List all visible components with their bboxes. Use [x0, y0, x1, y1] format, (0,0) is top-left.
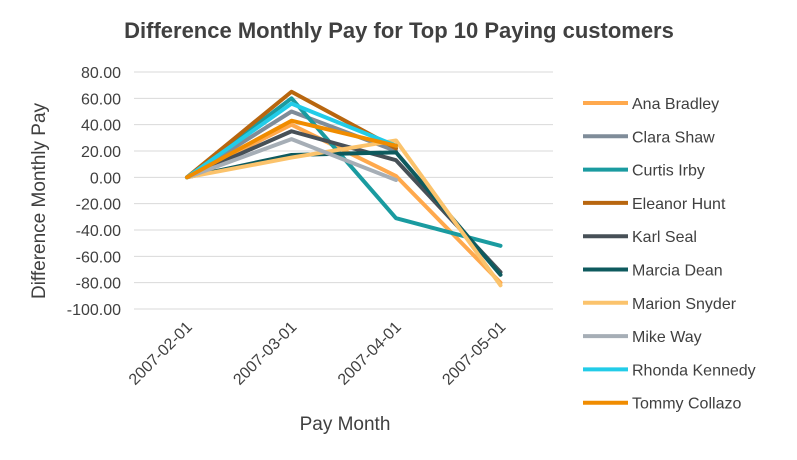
- y-tick-label: -60.00: [76, 249, 121, 266]
- y-tick-label: 0.00: [90, 170, 121, 187]
- legend: Ana Bradley Clara Shaw Curtis Irby Eleanor …: [583, 96, 756, 413]
- y-tick-label: -100.00: [67, 302, 121, 319]
- series-lines: [185, 89, 503, 288]
- x-tick-label: 2007-05-01: [439, 319, 509, 389]
- y-tick-label: -20.00: [76, 197, 121, 214]
- y-tick-label: 60.00: [81, 91, 121, 108]
- series-line-8: [185, 101, 398, 180]
- y-tick-label: -40.00: [76, 223, 121, 240]
- y-axis-ticks: 80.00 60.00 40.00 20.00 0.00 -20.00 -40.00 -60.…: [67, 65, 121, 319]
- gridlines: [134, 71, 553, 310]
- y-tick-label: 80.00: [81, 65, 121, 82]
- series-line-9: [185, 118, 398, 180]
- legend-label: Curtis Irby: [632, 163, 705, 180]
- x-tick-label: 2007-04-01: [335, 319, 405, 389]
- legend-label: Marcia Dean: [632, 263, 723, 280]
- x-tick-label: 2007-02-01: [126, 319, 196, 389]
- legend-label: Rhonda Kennedy: [632, 362, 756, 379]
- legend-label: Marion Snyder: [632, 296, 737, 313]
- x-tick-label: 2007-03-01: [230, 319, 300, 389]
- x-axis-ticks: 2007-02-01 2007-03-01 2007-04-01 2007-05-01: [126, 319, 509, 389]
- legend-label: Eleanor Hunt: [632, 196, 726, 213]
- legend-label: Ana Bradley: [632, 96, 719, 113]
- chart-title: Difference Monthly Pay for Top 10 Paying…: [124, 18, 674, 43]
- y-axis-label: Difference Monthly Pay: [29, 102, 50, 299]
- x-axis-label: Pay Month: [300, 414, 391, 435]
- y-tick-label: 40.00: [81, 118, 121, 135]
- series-line-6: [185, 138, 503, 288]
- legend-label: Karl Seal: [632, 229, 697, 246]
- legend-label: Clara Shaw: [632, 129, 715, 146]
- legend-label: Tommy Collazo: [632, 396, 741, 413]
- series-line-3: [185, 89, 398, 180]
- series-line-7: [185, 137, 398, 182]
- legend-label: Mike Way: [632, 329, 702, 346]
- y-tick-label: -80.00: [76, 276, 121, 293]
- y-tick-label: 20.00: [81, 144, 121, 161]
